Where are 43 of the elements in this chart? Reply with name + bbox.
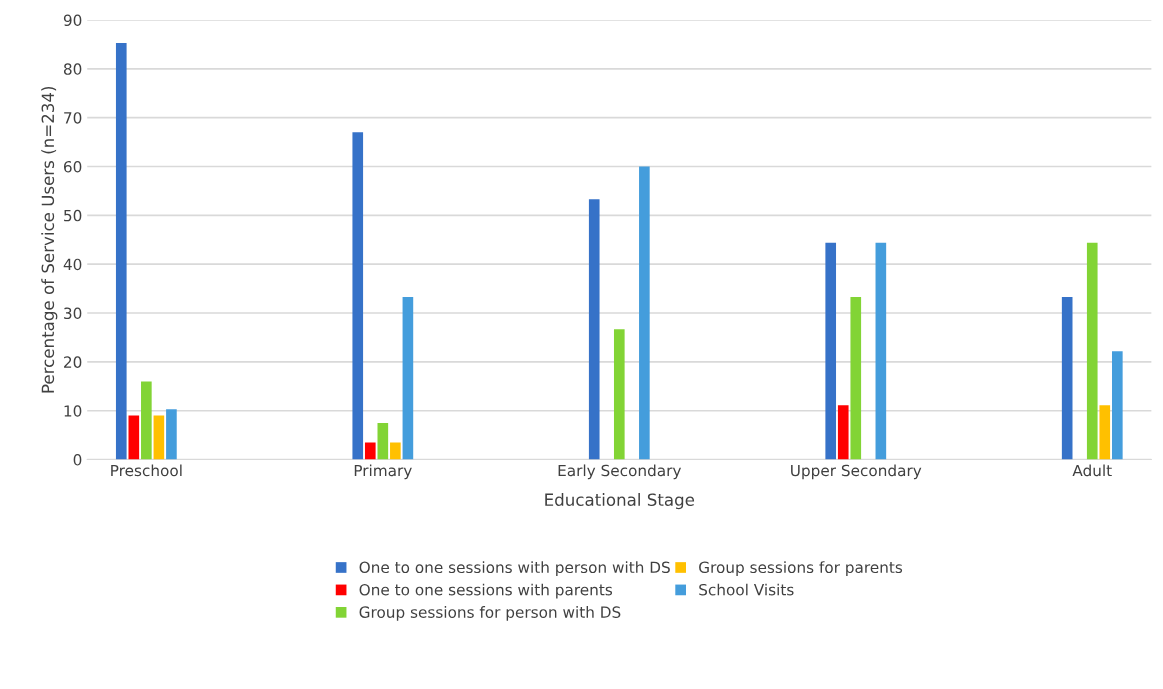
bar: [613, 329, 625, 460]
bar: [1061, 296, 1073, 460]
y-tick-label: 70: [64, 112, 82, 124]
bar: [639, 166, 650, 460]
y-tick-label: 40: [63, 258, 82, 271]
x-tick-label: Primary: [354, 464, 412, 480]
x-tick-label: Early Secondary: [558, 464, 682, 480]
bar: [128, 415, 140, 460]
legend-label: One to one sessions with parents: [359, 583, 613, 599]
legend-label: One to one sessions with person with DS: [359, 561, 670, 577]
y-tick-label: 10: [64, 405, 82, 417]
bar: [166, 409, 177, 460]
bar: [377, 422, 389, 460]
bar: [1099, 405, 1111, 460]
bar: [588, 199, 600, 460]
bar: [364, 442, 376, 460]
bar: [115, 42, 127, 460]
bar: [1086, 242, 1098, 460]
y-tick-label: 20: [64, 356, 82, 368]
bar: [402, 296, 414, 460]
bar: [390, 442, 401, 460]
bar: [875, 242, 887, 460]
bar: [825, 242, 837, 460]
bar: [141, 381, 152, 460]
x-tick-label: Upper Secondary: [791, 464, 922, 480]
x-tick-label: Preschool: [111, 464, 182, 477]
x-tick-label: Adult: [1072, 464, 1112, 477]
legend-label: Group sessions for parents: [699, 561, 903, 577]
y-tick-label: 30: [64, 307, 82, 320]
legend-label: Group sessions for person with DS: [359, 606, 621, 621]
bar: [352, 132, 364, 460]
y-tick-label: 50: [64, 209, 82, 222]
legend-label: School Visits: [699, 583, 794, 596]
y-tick-label: 80: [63, 63, 82, 75]
bar: [850, 296, 862, 460]
bar: [1112, 351, 1123, 460]
bar: [837, 405, 849, 460]
y-tick-label: 0: [73, 454, 82, 466]
y-tick-label: 60: [63, 160, 82, 173]
bar: [153, 415, 165, 460]
y-axis-title: Percentage of Service Users (n=234): [41, 86, 58, 393]
x-axis-title: Educational Stage: [545, 493, 695, 510]
y-tick-label: 90: [63, 14, 82, 26]
